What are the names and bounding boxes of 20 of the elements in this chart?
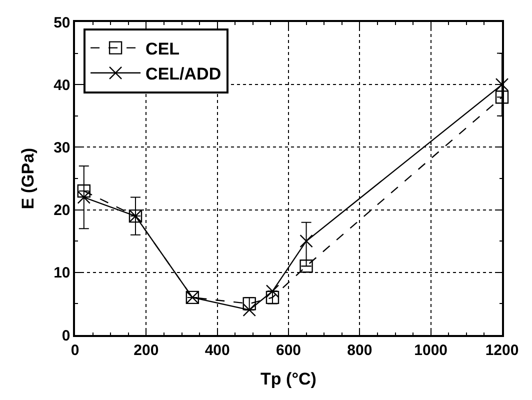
y-tick-label: 20: [54, 202, 70, 220]
legend-label: CEL: [146, 39, 180, 58]
point: [300, 234, 313, 248]
y-tick-label: 50: [54, 14, 70, 32]
point: [77, 184, 90, 198]
y-tick-label: 0: [62, 327, 70, 344]
legend-label: CEL/ADD: [146, 64, 222, 84]
x-axis-title: Tp (°C): [260, 370, 316, 389]
y-tick-label: 40: [54, 76, 70, 94]
point: [495, 90, 509, 104]
point: [77, 190, 90, 204]
x-tick-label: 800: [347, 342, 372, 359]
x-tick-label: 200: [134, 342, 159, 359]
x-tick-label: 400: [204, 342, 230, 359]
y-tick-label: 10: [54, 264, 70, 282]
y-axis-title: E (GPa): [18, 148, 38, 210]
y-tick-label: 30: [54, 139, 70, 156]
x-tick-label: 1000: [414, 342, 448, 359]
x-tick-label: 1200: [485, 342, 519, 359]
x-tick-label: 600: [276, 342, 302, 359]
